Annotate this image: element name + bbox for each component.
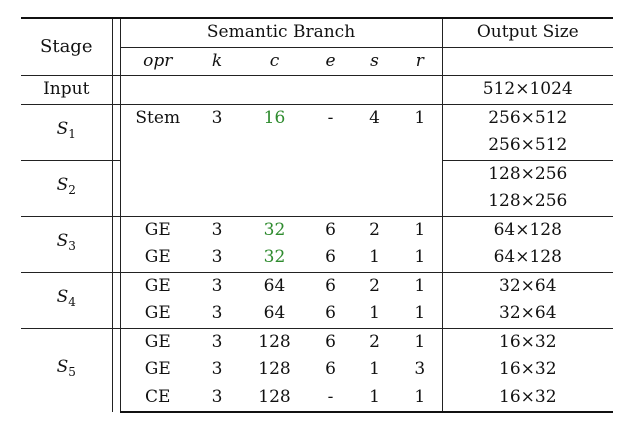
table-row: GE 3 128 6 1 3 16×32 bbox=[21, 356, 614, 384]
s-cell: 1 bbox=[369, 359, 380, 379]
output-header-blank bbox=[441, 46, 614, 76]
e-cell: 6 bbox=[325, 359, 336, 379]
s-cell: 1 bbox=[369, 247, 380, 267]
stage-header: Stage bbox=[21, 17, 112, 76]
r-cell: 3 bbox=[414, 359, 426, 379]
e-cell: 6 bbox=[310, 327, 351, 356]
output-size-header: Output Size bbox=[441, 17, 614, 47]
s-cell: 4 bbox=[351, 103, 398, 132]
input-output: 512×1024 bbox=[441, 75, 614, 104]
output-cell: 64×128 bbox=[441, 215, 614, 244]
stage-s3: S3 bbox=[21, 215, 112, 272]
output-cell: 16×32 bbox=[441, 327, 614, 356]
c-cell-highlight: 16 bbox=[239, 103, 310, 132]
e-cell: 6 bbox=[325, 303, 336, 323]
r-cell: 1 bbox=[398, 215, 443, 244]
output-cell: 64×128 bbox=[441, 244, 614, 272]
s-cell: 1 bbox=[369, 303, 380, 323]
table-row: GE 3 64 6 1 1 32×64 bbox=[21, 300, 614, 328]
r-cell: 1 bbox=[398, 327, 443, 356]
opr-cell: GE bbox=[144, 359, 171, 379]
output-cell: 32×64 bbox=[441, 300, 614, 328]
s-header: s bbox=[351, 46, 398, 76]
c-header: c bbox=[239, 46, 310, 76]
opr-cell: GE bbox=[144, 303, 171, 323]
table-row: CE 3 128 - 1 1 16×32 bbox=[21, 383, 614, 413]
table-row: S3 GE 3 32 6 2 1 64×128 bbox=[21, 215, 614, 272]
opr-cell: Stem bbox=[120, 103, 195, 132]
k-cell: 3 bbox=[211, 303, 223, 323]
table-row: S5 GE 3 128 6 2 1 16×32 bbox=[21, 327, 614, 412]
opr-cell: CE bbox=[120, 383, 195, 413]
r-cell: 1 bbox=[414, 303, 426, 323]
semantic-branch-header: Semantic Branch bbox=[120, 17, 443, 47]
r-cell: 1 bbox=[414, 247, 426, 267]
output-cell: 256×512 bbox=[441, 132, 614, 160]
table-row: GE 3 32 6 1 1 64×128 bbox=[21, 244, 614, 272]
column-divider bbox=[111, 17, 121, 76]
e-cell: 6 bbox=[310, 215, 351, 244]
e-cell: - bbox=[310, 383, 351, 413]
opr-cell: GE bbox=[120, 327, 195, 356]
table-row: S1 Stem 3 16 - 4 1 256×512 bbox=[21, 103, 614, 160]
input-label: Input bbox=[21, 75, 112, 104]
stage-s2: S2 bbox=[21, 159, 112, 216]
output-cell: 256×512 bbox=[441, 103, 614, 132]
c-cell: 128 bbox=[239, 327, 310, 356]
k-cell: 3 bbox=[211, 247, 223, 267]
k-cell: 3 bbox=[195, 383, 239, 413]
k-cell: 3 bbox=[195, 215, 239, 244]
c-cell: 64 bbox=[263, 303, 286, 323]
input-row: Input 512×1024 bbox=[21, 75, 614, 104]
k-cell: 3 bbox=[195, 103, 239, 132]
table-row: 128×256 bbox=[21, 188, 614, 216]
r-cell: 1 bbox=[398, 271, 443, 300]
k-cell: 3 bbox=[211, 359, 223, 379]
output-cell: 16×32 bbox=[441, 383, 614, 413]
table-row: S2 128×256 bbox=[21, 159, 614, 216]
opr-cell: GE bbox=[120, 215, 195, 244]
k-cell: 3 bbox=[195, 271, 239, 300]
stage-s5: S5 bbox=[21, 327, 112, 412]
stage-s4: S4 bbox=[21, 271, 112, 328]
e-header: e bbox=[310, 46, 351, 76]
table-row: 256×512 bbox=[21, 132, 614, 160]
s-cell: 2 bbox=[351, 271, 398, 300]
e-cell: 6 bbox=[325, 247, 336, 267]
opr-header: opr bbox=[120, 46, 195, 76]
output-cell: 128×256 bbox=[441, 188, 614, 216]
e-cell: - bbox=[310, 103, 351, 132]
architecture-table: Stage Semantic Branch Output Size opr k … bbox=[21, 17, 614, 413]
header-row-1: Stage Semantic Branch Output Size bbox=[21, 17, 614, 76]
table-row: S4 GE 3 64 6 2 1 32×64 bbox=[21, 271, 614, 328]
k-cell: 3 bbox=[195, 327, 239, 356]
e-cell: 6 bbox=[310, 271, 351, 300]
c-cell-highlight: 32 bbox=[263, 247, 286, 267]
r-header: r bbox=[398, 46, 443, 76]
r-cell: 1 bbox=[398, 103, 443, 132]
opr-cell: GE bbox=[144, 247, 171, 267]
output-cell: 128×256 bbox=[441, 159, 614, 188]
c-cell-highlight: 32 bbox=[239, 215, 310, 244]
stage-s1: S1 bbox=[21, 103, 112, 160]
s-cell: 1 bbox=[351, 383, 398, 413]
c-cell: 128 bbox=[258, 359, 291, 379]
k-header: k bbox=[195, 46, 239, 76]
output-cell: 32×64 bbox=[441, 271, 614, 300]
opr-cell: GE bbox=[120, 271, 195, 300]
header-row-2: opr k c e s r bbox=[21, 46, 614, 76]
s-cell: 2 bbox=[351, 215, 398, 244]
c-cell: 128 bbox=[239, 383, 310, 413]
c-cell: 64 bbox=[239, 271, 310, 300]
s-cell: 2 bbox=[351, 327, 398, 356]
output-cell: 16×32 bbox=[441, 356, 614, 384]
r-cell: 1 bbox=[398, 383, 443, 413]
